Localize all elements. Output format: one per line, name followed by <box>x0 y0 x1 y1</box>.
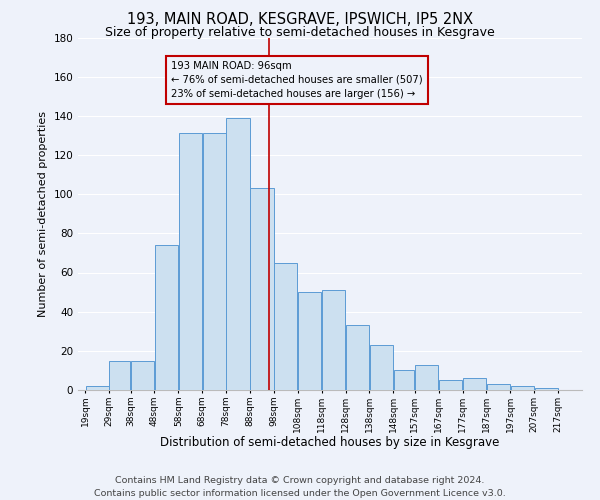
Text: Contains HM Land Registry data © Crown copyright and database right 2024.
Contai: Contains HM Land Registry data © Crown c… <box>94 476 506 498</box>
Bar <box>322 290 345 390</box>
Bar <box>487 384 510 390</box>
Bar <box>179 134 202 390</box>
Bar <box>109 360 130 390</box>
Bar <box>511 386 534 390</box>
Bar <box>86 386 109 390</box>
Bar <box>203 134 226 390</box>
Y-axis label: Number of semi-detached properties: Number of semi-detached properties <box>38 111 48 317</box>
Bar <box>131 360 154 390</box>
Bar <box>346 326 369 390</box>
Bar <box>250 188 274 390</box>
Bar <box>415 364 439 390</box>
Bar <box>370 345 393 390</box>
Bar <box>439 380 462 390</box>
Text: Size of property relative to semi-detached houses in Kesgrave: Size of property relative to semi-detach… <box>105 26 495 39</box>
Bar <box>226 118 250 390</box>
Text: 193, MAIN ROAD, KESGRAVE, IPSWICH, IP5 2NX: 193, MAIN ROAD, KESGRAVE, IPSWICH, IP5 2… <box>127 12 473 28</box>
Bar <box>155 245 178 390</box>
Bar <box>298 292 321 390</box>
X-axis label: Distribution of semi-detached houses by size in Kesgrave: Distribution of semi-detached houses by … <box>160 436 500 449</box>
Bar <box>463 378 486 390</box>
Bar <box>394 370 415 390</box>
Bar <box>535 388 558 390</box>
Bar <box>274 262 298 390</box>
Text: 193 MAIN ROAD: 96sqm
← 76% of semi-detached houses are smaller (507)
23% of semi: 193 MAIN ROAD: 96sqm ← 76% of semi-detac… <box>171 61 423 99</box>
